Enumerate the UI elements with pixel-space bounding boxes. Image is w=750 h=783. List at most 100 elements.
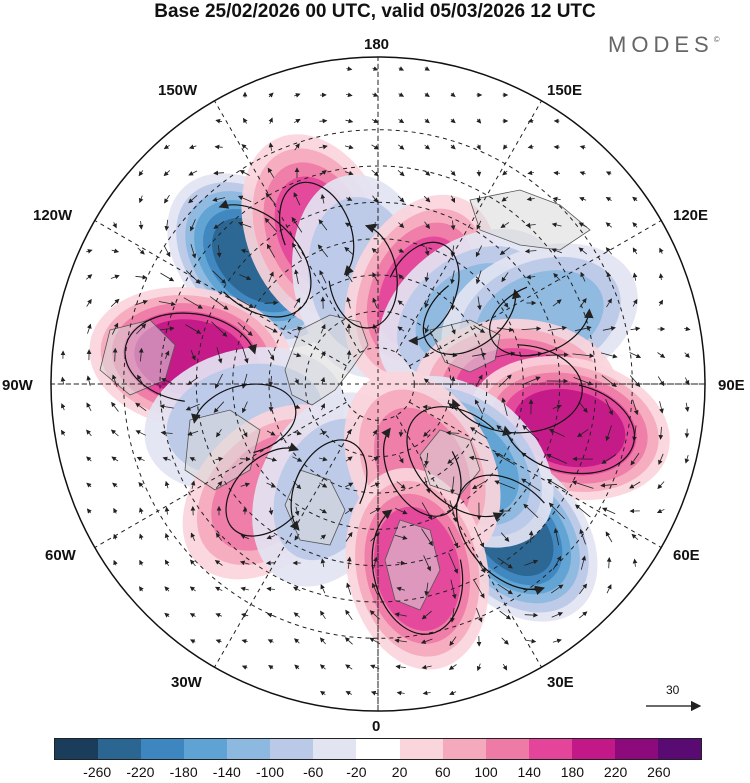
wind-arrow (138, 195, 144, 204)
wind-arrow (553, 273, 561, 281)
wind-arrow (266, 482, 277, 488)
wind-arrow (424, 66, 430, 71)
wind-arrow (293, 118, 301, 124)
wind-arrow (188, 144, 197, 150)
wind-arrow (161, 378, 173, 384)
wind-arrow (344, 170, 354, 176)
wind-arrow (266, 430, 276, 436)
reference-vector-arrow (646, 700, 702, 712)
colorbar-tick-label: 100 (474, 764, 498, 780)
meridian-150 (395, 100, 542, 353)
wind-arrow (396, 690, 405, 696)
wind-arrow (236, 298, 255, 308)
wind-arrow (189, 639, 196, 644)
wind-arrow (424, 246, 430, 256)
colorbar-swatch (270, 739, 314, 759)
colorbar-swatch (356, 739, 400, 759)
wind-arrow (632, 196, 638, 202)
wind-arrow (215, 118, 222, 124)
wind-arrow (320, 323, 326, 334)
wind-arrow (450, 92, 456, 97)
wind-arrow (369, 610, 380, 620)
streamline-15 (381, 427, 462, 517)
wind-arrow (370, 482, 381, 488)
wind-arrow (216, 429, 222, 438)
wind-arrow (293, 297, 301, 308)
wind-arrow (501, 272, 509, 283)
meridian-300 (94, 401, 347, 548)
wind-arrow (319, 118, 328, 124)
streamline-10 (289, 439, 368, 531)
wind-arrow (215, 613, 223, 618)
wind-arrow (605, 171, 612, 176)
wind-arrow (265, 457, 278, 462)
wind-arrow (527, 144, 534, 150)
wind-arrow (605, 196, 612, 202)
wind-arrow (239, 560, 250, 566)
streamline-14 (406, 406, 504, 522)
wind-arrow (631, 533, 639, 540)
colorbar-swatch (571, 739, 615, 759)
wind-arrow (189, 586, 196, 592)
reference-vector-value: 30 (666, 683, 680, 697)
wind-arrow (525, 222, 536, 228)
wind-arrow (371, 582, 378, 595)
wind-arrow (398, 222, 405, 229)
wind-arrow (344, 637, 353, 645)
wind-arrow (600, 482, 618, 488)
wind-arrow (548, 429, 565, 437)
wind-arrow (372, 429, 378, 437)
wind-arrow (344, 144, 354, 150)
wind-arrow (371, 456, 379, 462)
wind-arrow (135, 430, 146, 436)
colorbar-swatch (184, 739, 228, 759)
modes-logo: MODES© (608, 32, 720, 58)
wind-arrow (346, 350, 352, 360)
wind-arrow (397, 560, 406, 566)
wind-arrow (190, 532, 196, 541)
wind-arrow (189, 559, 196, 567)
wind-arrow (684, 402, 690, 412)
wind-arrow (448, 526, 459, 548)
wind-arrow (237, 322, 253, 337)
logo-text: MODES (608, 32, 714, 57)
wind-arrow (397, 300, 405, 306)
wind-arrow (237, 221, 252, 228)
wind-arrow (503, 144, 508, 150)
wind-arrow (552, 404, 562, 410)
wind-arrow (136, 456, 145, 462)
wind-arrow (110, 429, 119, 437)
wind-arrow (139, 533, 144, 540)
colorbar-swatch (442, 739, 486, 759)
wind-arrow (423, 429, 431, 437)
wind-arrow (398, 455, 404, 464)
lon-label-150e: 150E (547, 82, 583, 99)
streamline-3 (328, 223, 398, 329)
wind-arrow (292, 242, 302, 259)
colorbar-tick-label: -220 (126, 764, 155, 780)
wind-arrow (579, 197, 587, 202)
wind-arrow (212, 270, 227, 284)
wind-arrow (320, 558, 326, 567)
wind-arrow (397, 170, 405, 177)
wind-arrow (158, 301, 176, 307)
wind-arrow (398, 429, 404, 438)
wind-arrow (346, 556, 352, 569)
wind-arrow (241, 144, 249, 150)
wind-arrow (60, 429, 66, 436)
wind-arrow (292, 430, 302, 436)
wind-arrow (500, 532, 510, 542)
wind-arrow (475, 374, 483, 387)
wind-arrow (450, 579, 457, 600)
wind-arrow (658, 299, 664, 306)
wind-arrow (139, 559, 144, 566)
wind-arrow (319, 482, 328, 488)
wind-arrow (501, 397, 508, 416)
wind-arrow (163, 170, 171, 177)
wind-arrow (424, 144, 431, 150)
wind-arrow (578, 401, 588, 413)
wind-arrow (394, 507, 408, 515)
wind-arrow (521, 326, 542, 332)
wind-arrow (214, 560, 223, 566)
wind-arrow (605, 399, 613, 416)
